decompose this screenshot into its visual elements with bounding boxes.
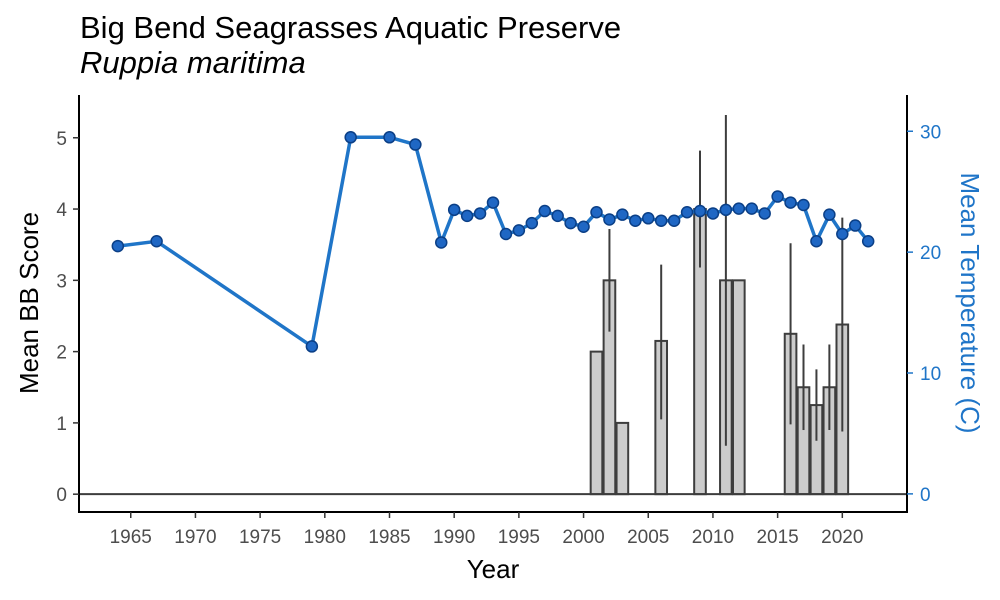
temperature-point-2007 (667, 214, 681, 227)
y2-tick-label-0: 0 (920, 485, 931, 506)
temperature-point-2013 (745, 202, 758, 215)
temperature-point-1990 (447, 203, 461, 217)
temperature-point-2011 (719, 203, 733, 217)
x-tick-label-1995: 1995 (498, 527, 540, 548)
temperature-point-1991 (460, 209, 474, 223)
x-axis-title: Year (467, 554, 520, 584)
bb-score-bar-2003 (615, 421, 630, 496)
x-tick-label-2005: 2005 (627, 527, 669, 548)
temperature-point-1999 (564, 216, 577, 230)
x-tick-label-1975: 1975 (239, 527, 281, 548)
x-tick-label-1965: 1965 (110, 527, 152, 548)
temperature-points-layer (111, 131, 875, 353)
temperature-point-2015 (771, 190, 784, 203)
temperature-point-2000 (577, 220, 590, 233)
error-bars-layer (608, 114, 844, 446)
x-tick-label-1990: 1990 (433, 527, 475, 548)
temperature-point-2002 (603, 213, 616, 226)
bb-score-bar-2012 (731, 279, 746, 496)
temperature-point-1964 (111, 239, 125, 253)
x-tick-label-2000: 2000 (562, 527, 604, 548)
x-tick-label-1985: 1985 (368, 527, 410, 548)
x-tick-label-2015: 2015 (756, 527, 798, 548)
temperature-point-2019 (823, 208, 836, 221)
temperature-point-2005 (642, 212, 655, 225)
temperature-point-2003 (616, 208, 629, 221)
y2-axis-title: Mean Temperature (C) (955, 172, 985, 433)
y-tick-label-4: 4 (56, 200, 67, 221)
y2-tick-label-10: 10 (920, 364, 941, 385)
x-tick-label-2010: 2010 (692, 527, 734, 548)
temperature-point-1994 (499, 227, 513, 241)
temperature-point-2017 (797, 198, 810, 212)
temperature-line (117, 135, 870, 349)
temperature-point-1982 (344, 131, 357, 144)
temperature-point-1989 (435, 236, 448, 249)
temperature-point-1997 (538, 204, 551, 218)
temperature-point-2020 (836, 227, 849, 241)
temperature-point-2006 (654, 214, 668, 227)
temperature-point-2021 (849, 219, 862, 232)
temperature-point-1998 (551, 209, 564, 223)
temperature-point-2010 (706, 207, 720, 220)
axes-layer: 1965 1970 1975 1980 1985 1990 1995 2000 2005 2010… (56, 95, 941, 548)
temperature-line-layer (117, 135, 870, 349)
temperature-point-1993 (486, 196, 500, 209)
y-tick-label-2: 2 (56, 343, 67, 364)
temperature-point-1985 (383, 131, 396, 144)
y2-tick-label-20: 20 (920, 243, 941, 264)
temperature-point-2001 (590, 205, 603, 219)
y-tick-label-5: 5 (56, 129, 67, 150)
x-tick-label-1980: 1980 (304, 527, 346, 548)
chart-title: Big Bend Seagrasses Aquatic Preserve (80, 10, 622, 45)
temperature-point-1987 (409, 138, 422, 151)
temperature-point-2008 (680, 205, 694, 219)
temperature-point-2012 (732, 202, 746, 215)
temperature-point-2004 (629, 214, 642, 227)
temperature-point-2016 (784, 196, 797, 209)
y-axis-title: Mean BB Score (14, 212, 44, 394)
temperature-point-2018 (810, 235, 823, 248)
temperature-point-2022 (861, 235, 875, 248)
chart-subtitle: Ruppia maritima (80, 45, 306, 80)
y-tick-label-1: 1 (56, 414, 67, 435)
x-tick-label-1970: 1970 (174, 527, 216, 548)
bars-layer (589, 208, 850, 496)
temperature-point-1995 (512, 224, 526, 237)
bb-score-bar-2001 (589, 350, 604, 496)
temperature-point-1992 (473, 207, 487, 220)
y2-tick-label-30: 30 (920, 122, 941, 143)
temperature-point-2009 (693, 204, 707, 218)
temperature-point-1979 (305, 340, 319, 353)
temperature-point-1967 (150, 235, 163, 248)
y-tick-label-3: 3 (56, 271, 67, 292)
x-tick-label-2020: 2020 (821, 527, 863, 548)
temperature-point-2014 (758, 207, 771, 220)
temperature-point-1996 (525, 216, 539, 230)
y-tick-label-0: 0 (56, 485, 67, 506)
